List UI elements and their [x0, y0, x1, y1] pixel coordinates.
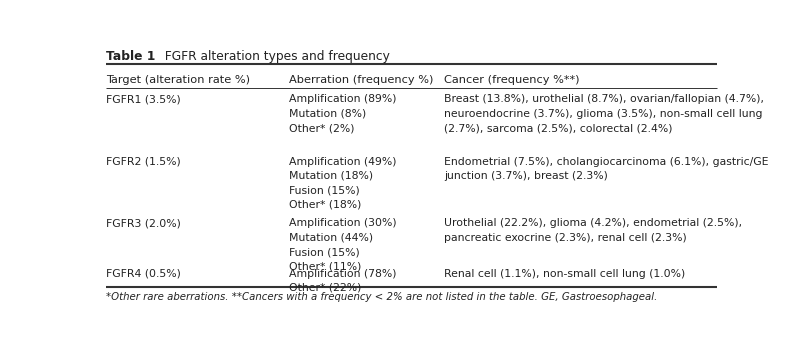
Text: Cancer (frequency %**): Cancer (frequency %**) [444, 75, 579, 85]
Text: Aberration (frequency %): Aberration (frequency %) [289, 75, 434, 85]
Text: Target (alteration rate %): Target (alteration rate %) [106, 75, 250, 85]
Text: FGFR alteration types and frequency: FGFR alteration types and frequency [157, 50, 390, 63]
Text: FGFR1 (3.5%): FGFR1 (3.5%) [106, 95, 181, 104]
Text: Urothelial (22.2%), glioma (4.2%), endometrial (2.5%),
pancreatic exocrine (2.3%: Urothelial (22.2%), glioma (4.2%), endom… [444, 218, 742, 243]
Text: Table 1: Table 1 [106, 50, 155, 63]
Text: FGFR4 (0.5%): FGFR4 (0.5%) [106, 269, 181, 278]
Text: FGFR2 (1.5%): FGFR2 (1.5%) [106, 156, 181, 167]
Text: *Other rare aberrations. **Cancers with a frequency < 2% are not listed in the t: *Other rare aberrations. **Cancers with … [106, 292, 658, 302]
Text: FGFR3 (2.0%): FGFR3 (2.0%) [106, 218, 181, 228]
Text: Amplification (49%)
Mutation (18%)
Fusion (15%)
Other* (18%): Amplification (49%) Mutation (18%) Fusio… [289, 156, 397, 210]
Text: Amplification (30%)
Mutation (44%)
Fusion (15%)
Other* (11%): Amplification (30%) Mutation (44%) Fusio… [289, 218, 397, 272]
Text: Amplification (78%)
Other* (22%): Amplification (78%) Other* (22%) [289, 269, 397, 293]
Text: Endometrial (7.5%), cholangiocarcinoma (6.1%), gastric/GE
junction (3.7%), breas: Endometrial (7.5%), cholangiocarcinoma (… [444, 156, 769, 181]
Text: Amplification (89%)
Mutation (8%)
Other* (2%): Amplification (89%) Mutation (8%) Other*… [289, 95, 397, 133]
Text: Breast (13.8%), urothelial (8.7%), ovarian/fallopian (4.7%),
neuroendocrine (3.7: Breast (13.8%), urothelial (8.7%), ovari… [444, 95, 764, 133]
Text: Renal cell (1.1%), non-small cell lung (1.0%): Renal cell (1.1%), non-small cell lung (… [444, 269, 686, 278]
